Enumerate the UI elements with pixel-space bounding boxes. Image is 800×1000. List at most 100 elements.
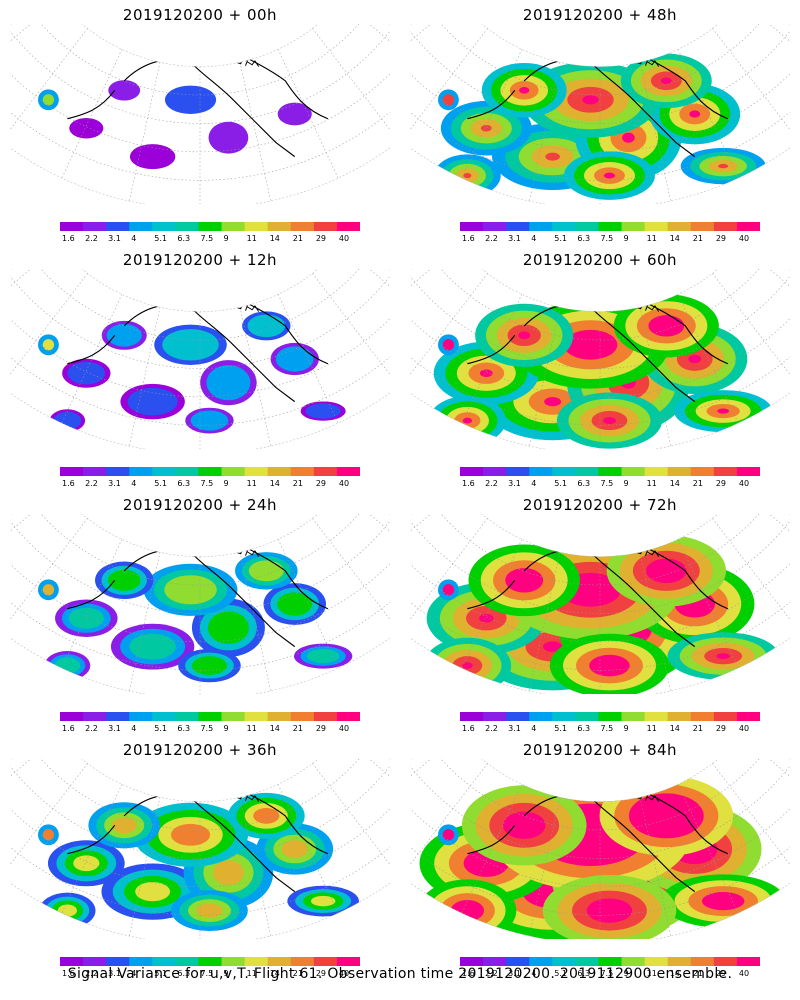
colorbar-label: 11 bbox=[647, 724, 657, 733]
colorbar-swatch bbox=[713, 957, 738, 966]
colorbar-label: 7.5 bbox=[200, 724, 213, 733]
panel-title: 2019120200 + 60h bbox=[522, 251, 678, 269]
colorbar-label: 4 bbox=[131, 969, 136, 978]
colorbar-swatch bbox=[221, 222, 246, 231]
colorbar-label: 21 bbox=[693, 234, 703, 243]
colorbar-label: 3.1 bbox=[108, 234, 121, 243]
colorbar-label: 5.1 bbox=[154, 969, 167, 978]
colorbar-label: 2.2 bbox=[85, 234, 98, 243]
colorbar-swatch bbox=[175, 467, 199, 476]
colorbar-label: 1.6 bbox=[62, 479, 75, 488]
colorbar-label: 2.2 bbox=[85, 479, 98, 488]
colorbar-label: 9 bbox=[224, 969, 229, 978]
colorbar-swatch bbox=[736, 222, 760, 231]
variance-map bbox=[410, 759, 790, 939]
colorbar-swatch bbox=[60, 712, 84, 721]
colorbar-label: 9 bbox=[224, 724, 229, 733]
colorbar-label: 3.1 bbox=[508, 969, 521, 978]
colorbar-label: 9 bbox=[624, 724, 629, 733]
colorbar-swatch bbox=[313, 957, 338, 966]
colorbar-label: 1.6 bbox=[462, 969, 475, 978]
colorbar-swatch bbox=[221, 467, 246, 476]
colorbar-swatch bbox=[129, 957, 153, 966]
colorbar-label: 6.3 bbox=[577, 969, 590, 978]
colorbar-swatch bbox=[267, 222, 292, 231]
colorbar-label: 21 bbox=[293, 479, 303, 488]
colorbar-label: 14 bbox=[670, 724, 680, 733]
colorbar-label: 2.2 bbox=[85, 724, 98, 733]
colorbar-swatch bbox=[152, 712, 176, 721]
colorbar-swatch bbox=[598, 222, 623, 231]
colorbar-label: 40 bbox=[339, 724, 349, 733]
colorbar-label: 3.1 bbox=[108, 479, 121, 488]
colorbar-label: 21 bbox=[693, 724, 703, 733]
colorbar-label: 11 bbox=[247, 234, 257, 243]
map-panel: 2019120200 + 48h 1.6 2.2 3.1 4 5.1 6.3 7.5 9 11 14… bbox=[400, 0, 800, 245]
panel-title: 2019120200 + 48h bbox=[522, 6, 678, 24]
colorbar-swatch bbox=[690, 712, 715, 721]
colorbar-swatch bbox=[83, 957, 107, 966]
colorbar-label: 3.1 bbox=[508, 724, 521, 733]
colorbar-swatch bbox=[690, 467, 715, 476]
colorbar-swatch bbox=[313, 222, 338, 231]
colorbar-swatch bbox=[221, 712, 246, 721]
colorbar-swatch bbox=[621, 712, 646, 721]
colorbar-swatch bbox=[575, 467, 599, 476]
colorbar-label: 11 bbox=[247, 724, 257, 733]
colorbar-swatch bbox=[529, 222, 553, 231]
colorbar-label: 14 bbox=[670, 969, 680, 978]
colorbar-swatch bbox=[644, 957, 669, 966]
colorbar-label: 7.5 bbox=[200, 479, 213, 488]
colorbar-swatch bbox=[267, 712, 292, 721]
colorbar-label: 29 bbox=[316, 234, 326, 243]
colorbar-swatch bbox=[552, 467, 576, 476]
colorbar-swatch bbox=[667, 957, 692, 966]
colorbar-label: 5.1 bbox=[554, 234, 567, 243]
colorbar-swatch bbox=[460, 467, 484, 476]
colorbar-label: 9 bbox=[624, 479, 629, 488]
colorbar-label: 29 bbox=[716, 479, 726, 488]
colorbar-swatch bbox=[267, 467, 292, 476]
panel-title: 2019120200 + 72h bbox=[522, 496, 678, 514]
colorbar-label: 40 bbox=[339, 969, 349, 978]
colorbar-swatch bbox=[621, 222, 646, 231]
colorbar-swatch bbox=[621, 957, 646, 966]
colorbar-swatch bbox=[506, 222, 530, 231]
colorbar-label: 5.1 bbox=[154, 724, 167, 733]
colorbar-swatch bbox=[552, 712, 576, 721]
colorbar-label: 21 bbox=[693, 969, 703, 978]
map-panel: 2019120200 + 00h 1.6 2.2 3.1 4 5.1 6.3 7.5 9 11 14… bbox=[0, 0, 400, 245]
colorbar-label: 21 bbox=[293, 969, 303, 978]
colorbar-label: 40 bbox=[739, 234, 749, 243]
colorbar-label: 14 bbox=[270, 969, 280, 978]
colorbar-swatch bbox=[106, 712, 130, 721]
variance-map bbox=[410, 269, 790, 449]
colorbar-swatch bbox=[713, 467, 738, 476]
map-panel: 2019120200 + 60h 1.6 2.2 3.1 4 5.1 6.3 7.5 9 11 14… bbox=[400, 245, 800, 490]
colorbar-label: 4 bbox=[531, 969, 536, 978]
colorbar-label: 4 bbox=[131, 724, 136, 733]
colorbar-label: 7.5 bbox=[600, 479, 613, 488]
colorbar-label: 1.6 bbox=[462, 479, 475, 488]
colorbar-label: 29 bbox=[716, 969, 726, 978]
colorbar-swatch bbox=[290, 957, 315, 966]
colorbar-label: 6.3 bbox=[177, 479, 190, 488]
colorbar-label: 6.3 bbox=[177, 724, 190, 733]
colorbar-label: 40 bbox=[339, 234, 349, 243]
colorbar-swatch bbox=[290, 467, 315, 476]
colorbar-label: 14 bbox=[270, 234, 280, 243]
colorbar-swatch bbox=[106, 467, 130, 476]
colorbar-label: 5.1 bbox=[554, 479, 567, 488]
colorbar-swatch bbox=[198, 467, 223, 476]
panel-title: 2019120200 + 24h bbox=[122, 496, 278, 514]
colorbar-swatch bbox=[506, 712, 530, 721]
colorbar-swatch bbox=[129, 712, 153, 721]
map-panel: 2019120200 + 24h 1.6 2.2 3.1 4 5.1 6.3 7.5 9 11 14… bbox=[0, 490, 400, 735]
colorbar-swatch bbox=[460, 957, 484, 966]
colorbar-swatch bbox=[575, 957, 599, 966]
colorbar-label: 14 bbox=[670, 479, 680, 488]
colorbar-swatch bbox=[529, 712, 553, 721]
map-panel: 2019120200 + 84h 1.6 2.2 3.1 4 5.1 6.3 7.5 9 11 14… bbox=[400, 735, 800, 980]
colorbar-label: 4 bbox=[531, 479, 536, 488]
colorbar-swatch bbox=[621, 467, 646, 476]
